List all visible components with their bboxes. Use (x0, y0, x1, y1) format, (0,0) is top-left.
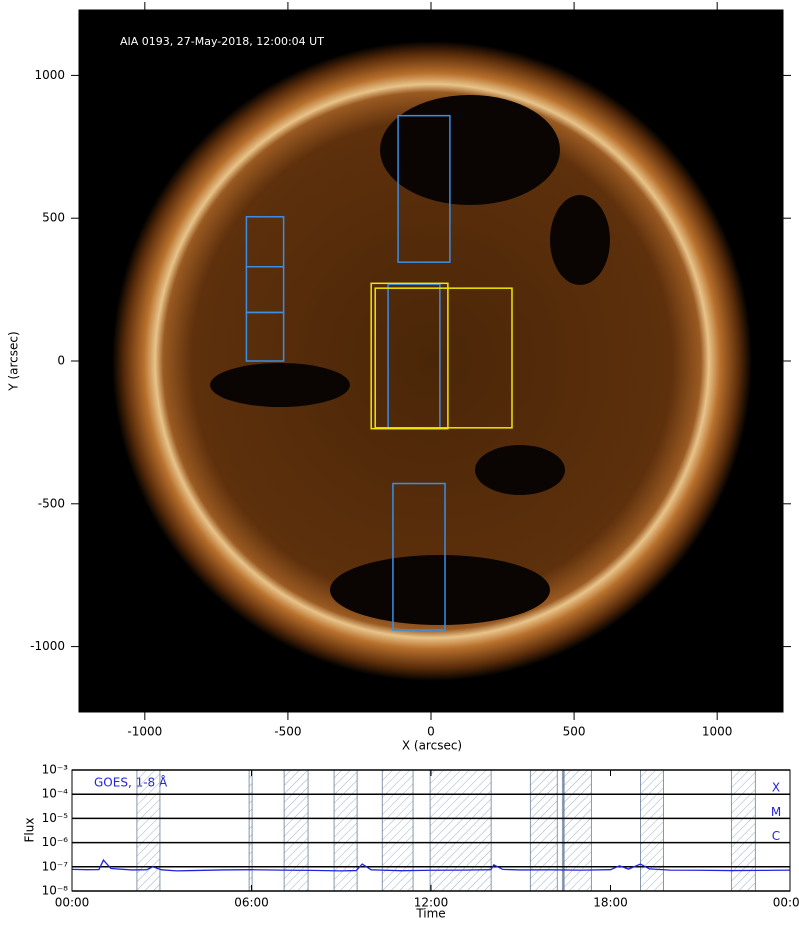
shaded-interval (248, 769, 253, 892)
x-tick-label: 00:00 (773, 896, 799, 910)
x-tick-label: -500 (274, 725, 301, 739)
flare-class-label: M (771, 805, 781, 819)
coronal-holes (210, 95, 610, 625)
x-axis-label: X (arcsec) (402, 739, 462, 753)
shaded-interval (529, 769, 558, 892)
x-tick-label: 00:00 (55, 896, 90, 910)
shaded-interval (730, 769, 756, 892)
shaded-interval (333, 769, 358, 892)
shaded-interval (429, 769, 492, 892)
y-tick-label: 10⁻⁵ (42, 811, 69, 825)
y-axis-label: Y (arcsec) (7, 331, 21, 391)
region-box (245, 216, 285, 268)
shaded-interval (640, 769, 664, 892)
x-tick-label: 500 (563, 725, 586, 739)
y-tick-label: -1000 (30, 639, 65, 653)
flare-class-label: C (772, 829, 780, 843)
region-box (392, 482, 446, 631)
region-box (397, 114, 451, 263)
axes-frame (71, 769, 791, 892)
shaded-interval (561, 769, 564, 892)
shaded-interval (136, 769, 161, 892)
y-axis-label: Flux (23, 818, 37, 843)
x-axis-label: Time (415, 907, 445, 921)
image-title: AIA 0193, 27-May-2018, 12:00:04 UT (120, 35, 324, 48)
x-tick-label: 12:00 (414, 896, 449, 910)
y-tick-label: 10⁻⁷ (42, 859, 69, 873)
flare-class-label: X (772, 781, 780, 795)
x-tick-label: 0 (427, 725, 435, 739)
shaded-interval (563, 769, 592, 892)
y-tick-label: 1000 (34, 68, 65, 82)
y-tick-label: 10⁻⁴ (42, 787, 69, 801)
region-box (370, 282, 449, 430)
x-tick-label: 06:00 (234, 896, 269, 910)
x-tick-label: 18:00 (593, 896, 628, 910)
y-tick-label: -500 (38, 496, 65, 510)
y-tick-label: 500 (42, 211, 65, 225)
x-tick-label: 1000 (702, 725, 733, 739)
shaded-interval (381, 769, 414, 892)
y-tick-label: 10⁻⁸ (42, 884, 69, 898)
x-tick-label: -1000 (127, 725, 162, 739)
region-box (374, 287, 513, 429)
shaded-interval (283, 769, 309, 892)
flux-line (71, 858, 791, 872)
y-tick-label: 0 (57, 354, 65, 368)
y-tick-label: 10⁻⁶ (42, 835, 69, 849)
y-tick-label: 10⁻³ (42, 763, 69, 777)
